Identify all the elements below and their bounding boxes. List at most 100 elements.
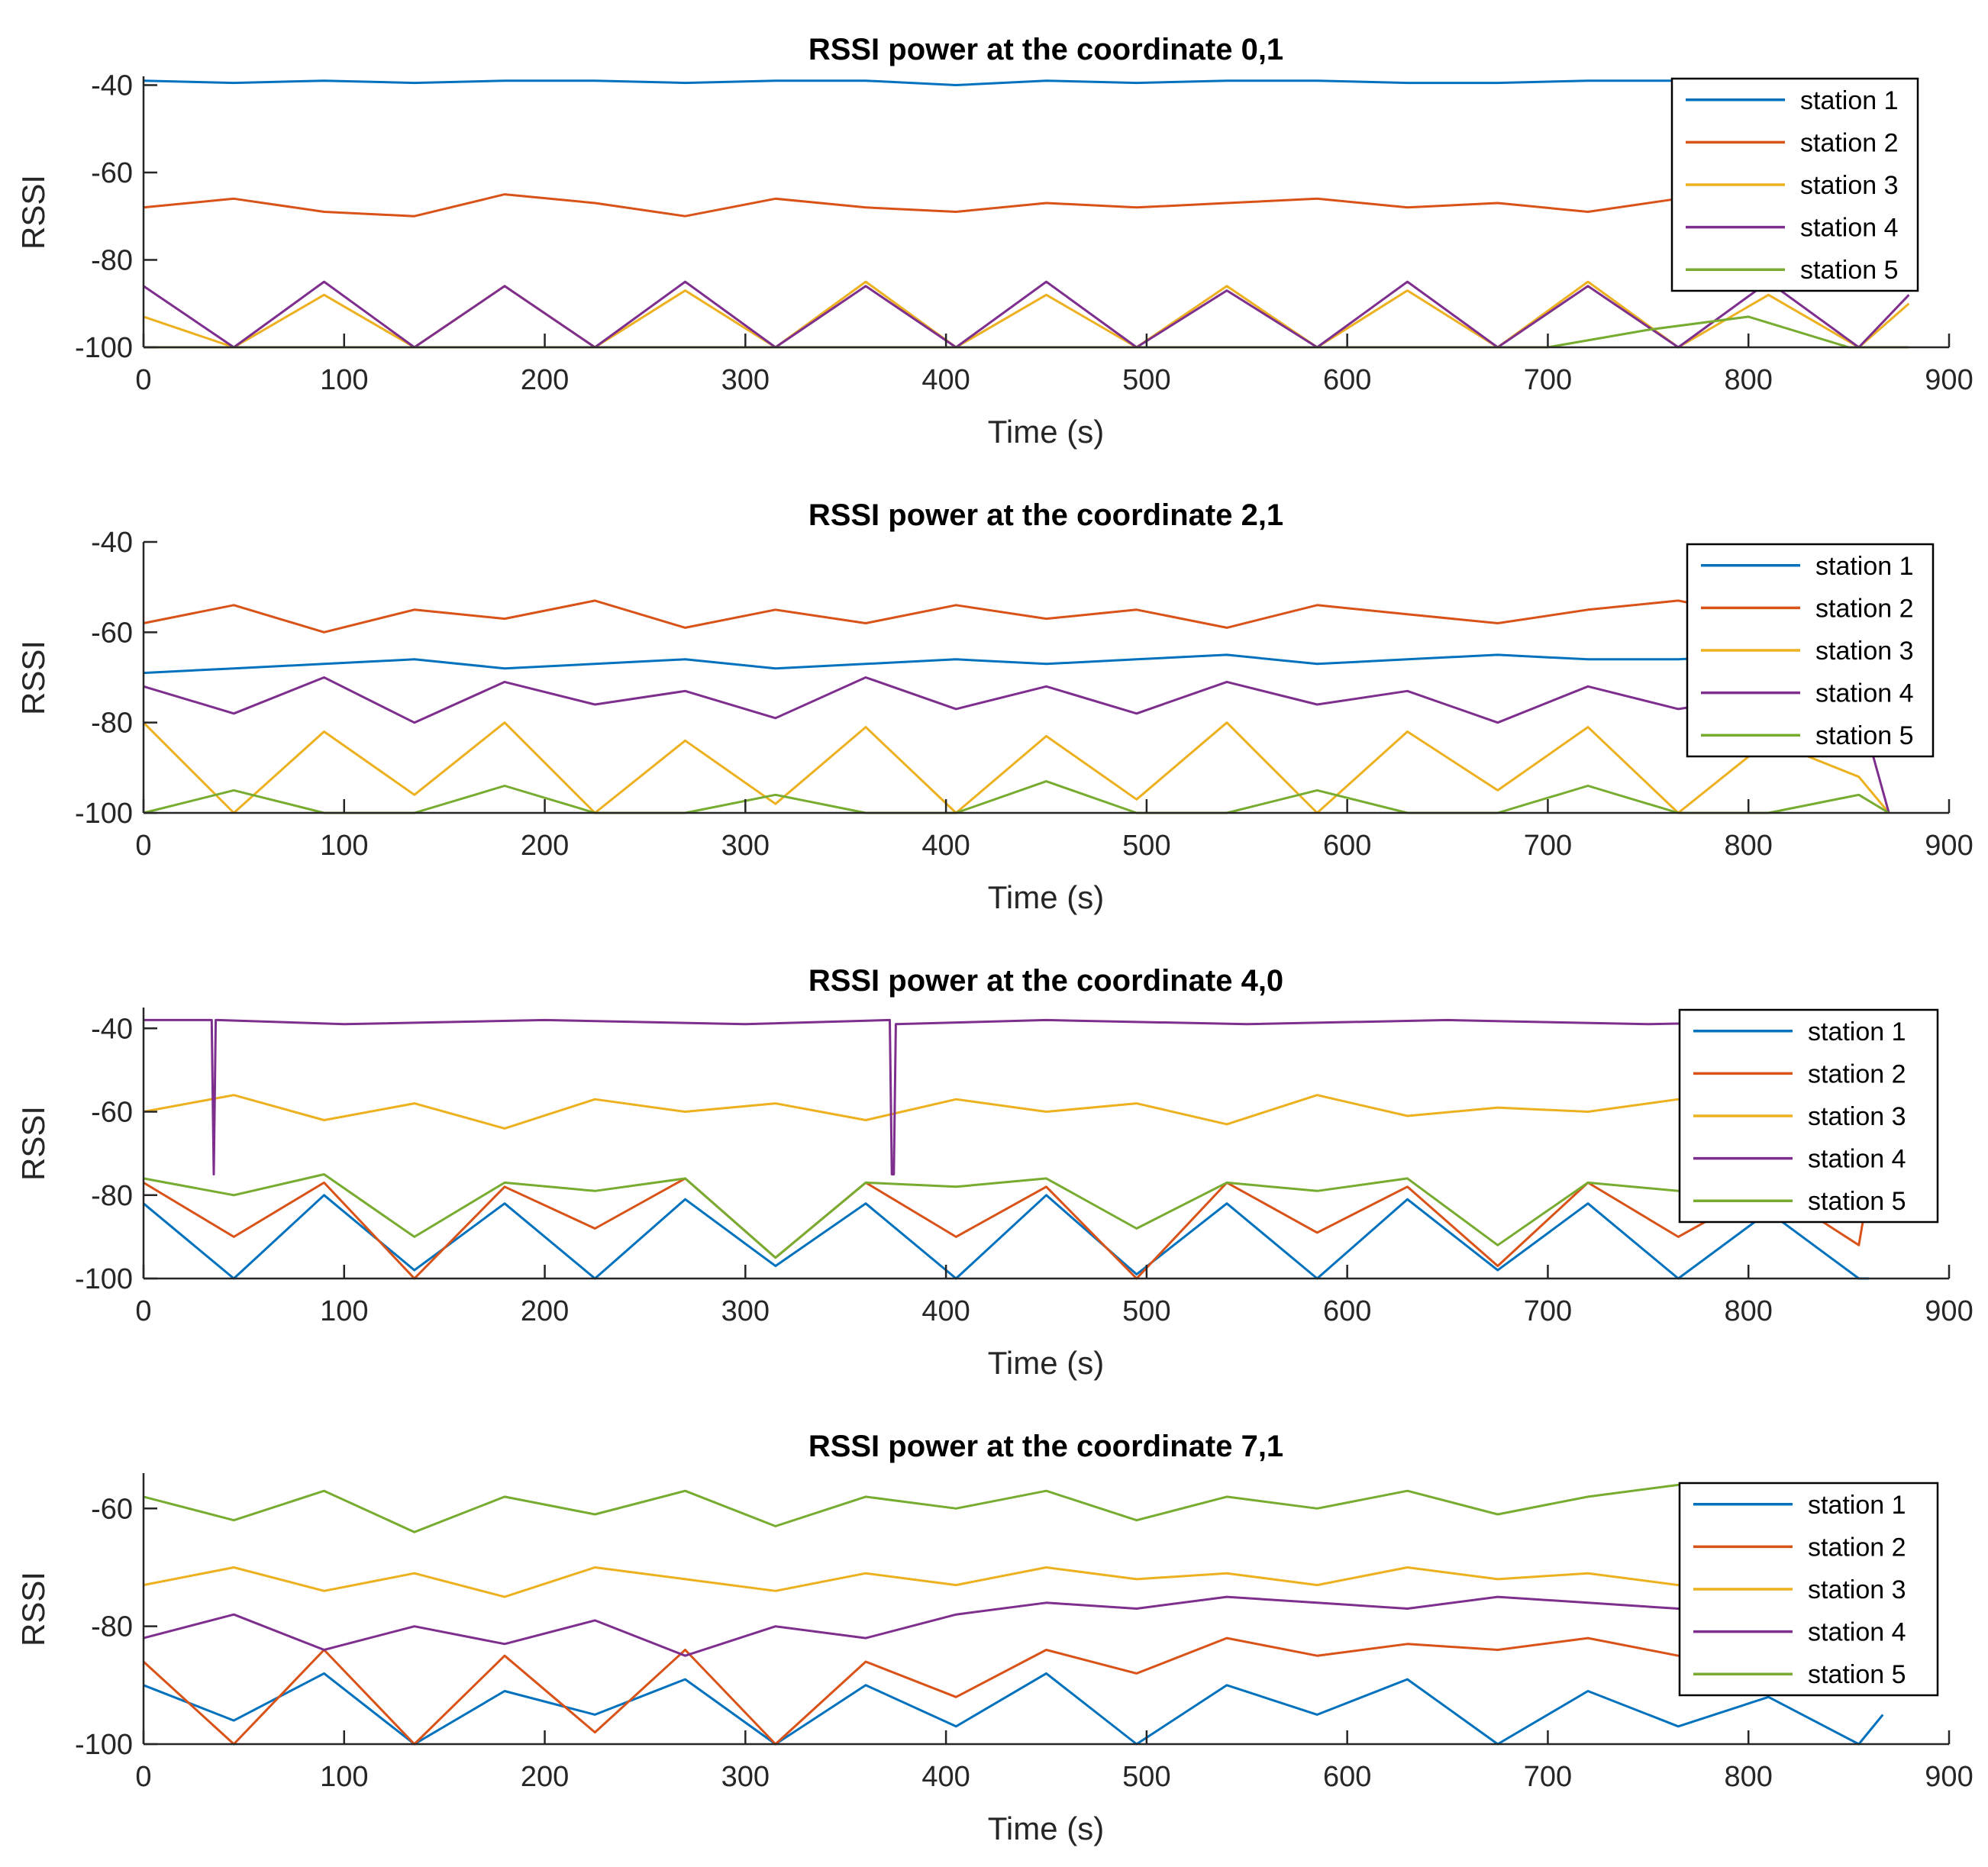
y-tick-label: -100 — [75, 332, 133, 364]
x-tick-label: 300 — [721, 1295, 770, 1327]
x-tick-label: 900 — [1925, 364, 1973, 396]
y-tick-label: -40 — [91, 69, 133, 102]
legend-label-4: station 4 — [1815, 679, 1914, 708]
y-tick-label: -60 — [91, 157, 133, 189]
y-tick-label: -100 — [75, 798, 133, 830]
legend-label-3: station 3 — [1808, 1102, 1906, 1131]
x-tick-label: 300 — [721, 1761, 770, 1793]
legend-label-4: station 4 — [1808, 1145, 1906, 1174]
legend-label-3: station 3 — [1808, 1575, 1906, 1604]
x-axis-label: Time (s) — [988, 414, 1104, 450]
plot-area: 0 100 200 300 400 500 600 700 800 900 -60 -80 -100 — [75, 1473, 1973, 1793]
x-tick-label: 100 — [320, 1761, 368, 1793]
x-tick-label: 200 — [521, 1295, 569, 1327]
x-tick-label: 700 — [1524, 1295, 1572, 1327]
x-tick-label: 500 — [1122, 1295, 1170, 1327]
legend-label-1: station 1 — [1808, 1491, 1906, 1520]
x-tick-label: 400 — [921, 364, 970, 396]
series-line-4 — [143, 1595, 1883, 1657]
chart-panel-1: RSSI power at the coordinate 0,1 Time (s… — [15, 33, 1973, 450]
series-line-3 — [143, 1094, 1870, 1130]
chart-title: RSSI power at the coordinate 0,1 — [808, 33, 1283, 66]
x-tick-label: 200 — [521, 1761, 569, 1793]
x-tick-label: 900 — [1925, 1295, 1973, 1327]
x-tick-label: 100 — [320, 830, 368, 862]
chart-panel-3: RSSI power at the coordinate 4,0 Time (s… — [15, 964, 1973, 1381]
y-tick-label: -80 — [91, 244, 133, 276]
chart-title: RSSI power at the coordinate 7,1 — [808, 1430, 1283, 1463]
legend: station 1 station 2 station 3 station 4 stat… — [1670, 77, 1919, 292]
y-axis-label: RSSI — [15, 1106, 51, 1181]
series-line-3 — [143, 1566, 1883, 1598]
series-line-1 — [143, 79, 1909, 86]
y-axis-label: RSSI — [15, 640, 51, 715]
plot-area: 0 100 200 300 400 500 600 700 800 900 -40 -60 -80 -10… — [75, 69, 1973, 396]
legend-label-5: station 5 — [1815, 721, 1914, 750]
legend: station 1 station 2 station 3 station 4 stat… — [1678, 1008, 1939, 1224]
x-tick-label: 700 — [1524, 830, 1572, 862]
legend-label-3: station 3 — [1800, 171, 1899, 200]
chart-title: RSSI power at the coordinate 2,1 — [808, 498, 1283, 532]
legend-label-3: station 3 — [1815, 637, 1914, 666]
legend-label-1: station 1 — [1800, 86, 1899, 115]
legend-label-5: station 5 — [1808, 1187, 1906, 1216]
series-line-1 — [143, 653, 1890, 675]
chart-title: RSSI power at the coordinate 4,0 — [808, 964, 1283, 998]
x-tick-label: 600 — [1323, 1761, 1371, 1793]
chart-panel-2: RSSI power at the coordinate 2,1 Time (s… — [15, 498, 1973, 915]
legend-label-4: station 4 — [1808, 1618, 1906, 1647]
series-line-1 — [143, 1672, 1884, 1746]
x-tick-label: 0 — [135, 364, 151, 396]
legend: station 1 station 2 station 3 station 4 stat… — [1678, 1482, 1939, 1697]
y-tick-label: -80 — [91, 1611, 133, 1643]
x-tick-label: 900 — [1925, 830, 1973, 862]
x-axis-label: Time (s) — [988, 1345, 1104, 1381]
x-tick-label: 0 — [135, 830, 151, 862]
y-tick-label: -100 — [75, 1263, 133, 1295]
legend-label-1: station 1 — [1808, 1017, 1906, 1046]
x-tick-label: 500 — [1122, 830, 1170, 862]
legend-label-2: station 2 — [1800, 128, 1899, 157]
series-line-2 — [142, 1636, 1883, 1746]
x-tick-label: 0 — [135, 1761, 151, 1793]
legend-label-1: station 1 — [1815, 552, 1914, 581]
x-axis-label: Time (s) — [988, 879, 1104, 915]
x-tick-label: 600 — [1323, 1295, 1371, 1327]
x-tick-label: 500 — [1122, 1761, 1170, 1793]
x-tick-label: 700 — [1524, 1761, 1572, 1793]
x-tick-label: 200 — [521, 830, 569, 862]
legend-label-5: station 5 — [1808, 1660, 1906, 1689]
x-tick-label: 800 — [1725, 830, 1773, 862]
y-axis-label: RSSI — [15, 1572, 51, 1646]
x-tick-label: 600 — [1323, 830, 1371, 862]
y-tick-label: -40 — [91, 1013, 133, 1045]
x-axis-label: Time (s) — [988, 1811, 1104, 1846]
x-tick-label: 0 — [135, 1295, 151, 1327]
x-tick-label: 800 — [1725, 1295, 1773, 1327]
x-tick-label: 100 — [320, 364, 368, 396]
y-tick-label: -60 — [91, 1097, 133, 1129]
series-line-4 — [143, 676, 1890, 814]
y-tick-label: -60 — [91, 1493, 133, 1525]
legend-label-5: station 5 — [1800, 256, 1899, 285]
x-tick-label: 400 — [921, 1761, 970, 1793]
series-line-2 — [143, 599, 1890, 634]
series-line-5 — [143, 1483, 1883, 1533]
series-line-4 — [144, 1018, 1869, 1175]
x-tick-label: 300 — [721, 364, 770, 396]
x-tick-label: 800 — [1725, 364, 1773, 396]
series-line-4 — [143, 280, 1910, 349]
x-tick-label: 700 — [1524, 364, 1572, 396]
x-tick-label: 500 — [1122, 364, 1170, 396]
x-tick-label: 400 — [921, 830, 970, 862]
series-line-3 — [142, 721, 1890, 814]
legend-label-2: station 2 — [1815, 594, 1914, 623]
series-line-2 — [143, 1177, 1870, 1280]
series-line-2 — [143, 193, 1909, 218]
x-tick-label: 400 — [921, 1295, 970, 1327]
y-tick-label: -80 — [91, 708, 133, 740]
legend-label-2: station 2 — [1808, 1533, 1906, 1562]
chart-panel-4: RSSI power at the coordinate 7,1 Time (s… — [15, 1430, 1973, 1846]
